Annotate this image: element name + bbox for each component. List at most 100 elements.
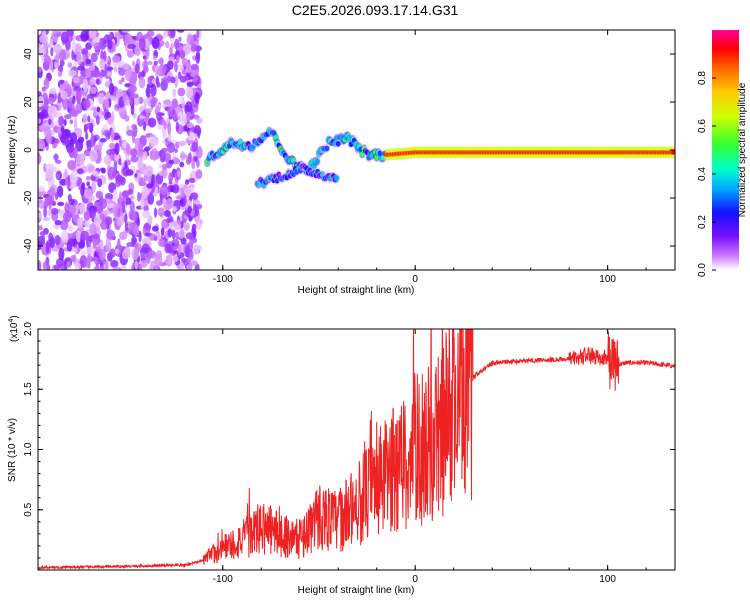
noise-blob [176,64,184,73]
noise-blob [113,66,118,73]
noise-blob [177,87,186,97]
noise-blob [38,106,43,111]
noise-blob [45,168,54,182]
noise-blob [112,266,122,270]
noise-blob [61,230,69,243]
track-point [273,134,279,141]
noise-blob [142,210,151,219]
noise-blob [162,132,168,139]
noise-blob [184,186,192,198]
spectrogram-chart: -100 0 100 -40 -20 0 20 40 Height of straight l… [7,29,748,296]
noise-blob [186,264,193,270]
noise-blob [151,173,155,186]
noise-blob [107,59,111,68]
noise-blob [146,61,153,66]
noise-blob [84,188,93,200]
noise-blob [171,108,175,116]
noise-blob [130,103,135,116]
noise-blob [86,253,91,265]
noise-blob [174,60,178,73]
noise-blob [131,85,135,98]
noise-blob [43,77,50,90]
noise-blob [141,186,148,199]
track-point [334,175,340,182]
spectrogram-x-tick-label: 0 [412,274,418,285]
noise-blob [195,169,203,180]
noise-blob [65,137,70,147]
noise-blob [156,230,161,240]
noise-blob [97,178,103,188]
noise-blob [100,49,104,62]
noise-blob [127,188,134,195]
noise-blob [46,264,51,270]
noise-blob [105,71,113,77]
noise-blob [131,236,137,245]
noise-blob [158,163,163,169]
noise-blob [136,217,141,227]
noise-blob [43,55,51,66]
noise-blob [131,212,137,221]
noise-blob [82,98,91,109]
noise-blob [194,91,200,104]
noise-blob [165,198,175,210]
noise-blob [44,163,54,170]
noise-blob [138,76,146,89]
noise-blob [97,92,105,105]
noise-blob [104,260,109,270]
noise-blob [88,30,97,39]
noise-blob [125,197,132,205]
track-point [237,139,243,146]
noise-blob [87,164,96,173]
noise-blob [129,95,133,107]
noise-blob [57,123,61,134]
noise-blob [95,114,100,125]
noise-blob [73,117,78,130]
noise-blob [129,222,135,230]
noise-blob [127,38,136,45]
noise-blob [124,161,128,170]
noise-blob [161,163,167,171]
noise-blob [72,95,76,105]
noise-blob [41,234,46,246]
noise-blob [177,244,182,255]
noise-blob [124,222,129,232]
noise-blob [109,142,116,150]
noise-blob [82,113,88,124]
noise-blob [170,76,176,84]
noise-blob [189,250,194,261]
noise-blob [98,37,107,50]
noise-blob [143,33,151,40]
noise-blob [130,195,135,200]
noise-blob [134,260,139,270]
noise-blob [120,111,128,116]
snr-y-tick-label: 0.5 [23,502,34,516]
noise-blob [136,191,141,203]
noise-blob [175,121,180,133]
noise-blob [77,136,85,144]
colorbar-tick-label: 0.0 [697,263,708,277]
noise-blob [78,185,82,191]
noise-blob [117,207,121,219]
noise-blob [148,250,157,259]
noise-blob [101,111,105,116]
track-point [324,145,330,152]
track-point [290,157,296,164]
noise-blob [143,65,149,74]
noise-blob [183,222,190,231]
noise-blob [76,53,83,65]
page-title: C2E5.2026.093.17.14.G31 [291,2,459,18]
noise-blob [106,229,116,240]
noise-blob [176,30,185,33]
noise-blob [185,179,190,185]
noise-blob [179,229,185,239]
colorbar [712,30,739,270]
noise-blob [38,112,46,119]
noise-blob [92,69,101,78]
noise-blob [60,90,68,100]
noise-blob [90,52,98,63]
noise-blob [151,225,159,232]
noise-blob [186,34,195,46]
noise-blob [185,101,193,113]
track-point [374,154,380,161]
noise-blob [159,184,169,196]
